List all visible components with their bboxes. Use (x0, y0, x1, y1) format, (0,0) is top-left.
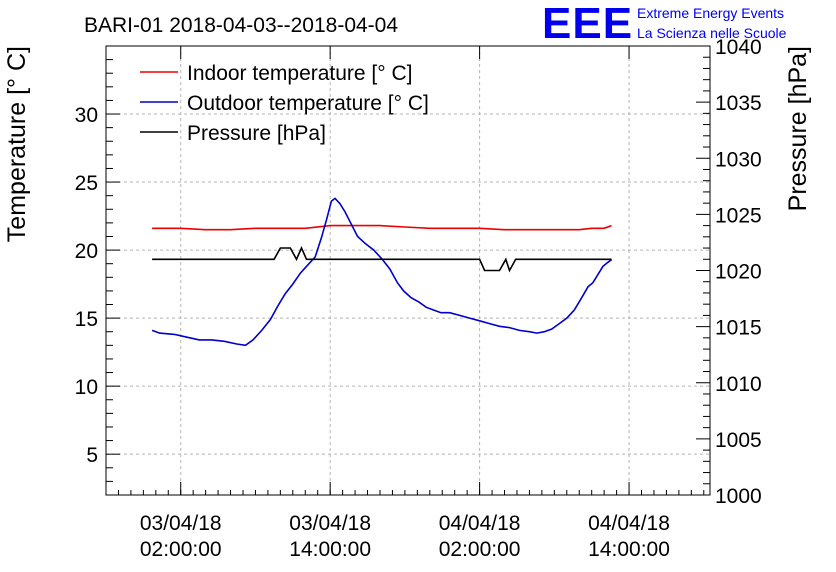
x-tick-label-date: 03/04/18 (289, 512, 371, 535)
y-left-tick-label: 30 (75, 104, 98, 127)
series-line-0 (152, 224, 612, 231)
y-right-tick-label: 1040 (715, 36, 762, 59)
x-tick-label-time: 02:00:00 (140, 538, 222, 561)
y-axis-left: 5 10 15 20 25 30 (75, 59, 120, 496)
y-axis-right: 1000 1005 1010 1015 1020 1025 1030 1035 1040 (696, 36, 762, 508)
logo-mark: EEE (542, 0, 633, 48)
x-tick-label-date: 04/04/18 (439, 512, 521, 535)
y-left-tick-label: 5 (86, 444, 98, 467)
x-tick-label-time: 02:00:00 (439, 538, 521, 561)
y-right-tick-label: 1000 (715, 485, 762, 508)
logo-line-2: La Scienza nelle Scuole (637, 25, 787, 41)
series-line-1 (151, 197, 613, 347)
y-left-tick-label: 20 (75, 240, 98, 263)
y-left-tick-label: 15 (75, 308, 98, 331)
x-tick-label-date: 03/04/18 (140, 512, 222, 535)
series (151, 197, 613, 347)
y-right-tick-label: 1035 (715, 92, 762, 115)
y-right-tick-label: 1005 (715, 429, 762, 452)
y-right-tick-label: 1020 (715, 261, 762, 284)
y-left-tick-label: 10 (75, 376, 98, 399)
legend-label-0: Indoor temperature [° C] (187, 62, 413, 85)
y-right-tick-label: 1030 (715, 148, 762, 171)
x-tick-label-date: 04/04/18 (588, 512, 670, 535)
y-axis-left-title: Temperature [° C] (3, 46, 31, 242)
x-tick-label-time: 14:00:00 (289, 538, 371, 561)
chart-title: BARI-01 2018-04-03--2018-04-04 (84, 14, 398, 37)
y-axis-right-title: Pressure [hPa] (784, 46, 812, 211)
series-line-2 (152, 246, 612, 273)
logo-line-1: Extreme Energy Events (637, 5, 784, 21)
x-tick-label-time: 14:00:00 (588, 538, 670, 561)
y-right-tick-label: 1025 (715, 204, 762, 227)
logo: EEE Extreme Energy Events La Scienza nel… (542, 0, 787, 48)
grid (106, 46, 710, 495)
legend-label-2: Pressure [hPa] (187, 122, 326, 145)
y-left-tick-label: 25 (75, 172, 98, 195)
y-right-tick-label: 1015 (715, 317, 762, 340)
x-axis: 03/04/18 02:00:00 03/04/18 14:00:00 04/04/18… (105, 46, 705, 561)
legend-label-1: Outdoor temperature [° C] (187, 92, 429, 115)
y-right-tick-label: 1010 (715, 373, 762, 396)
legend: Indoor temperature [° C] Outdoor temperat… (140, 62, 429, 145)
